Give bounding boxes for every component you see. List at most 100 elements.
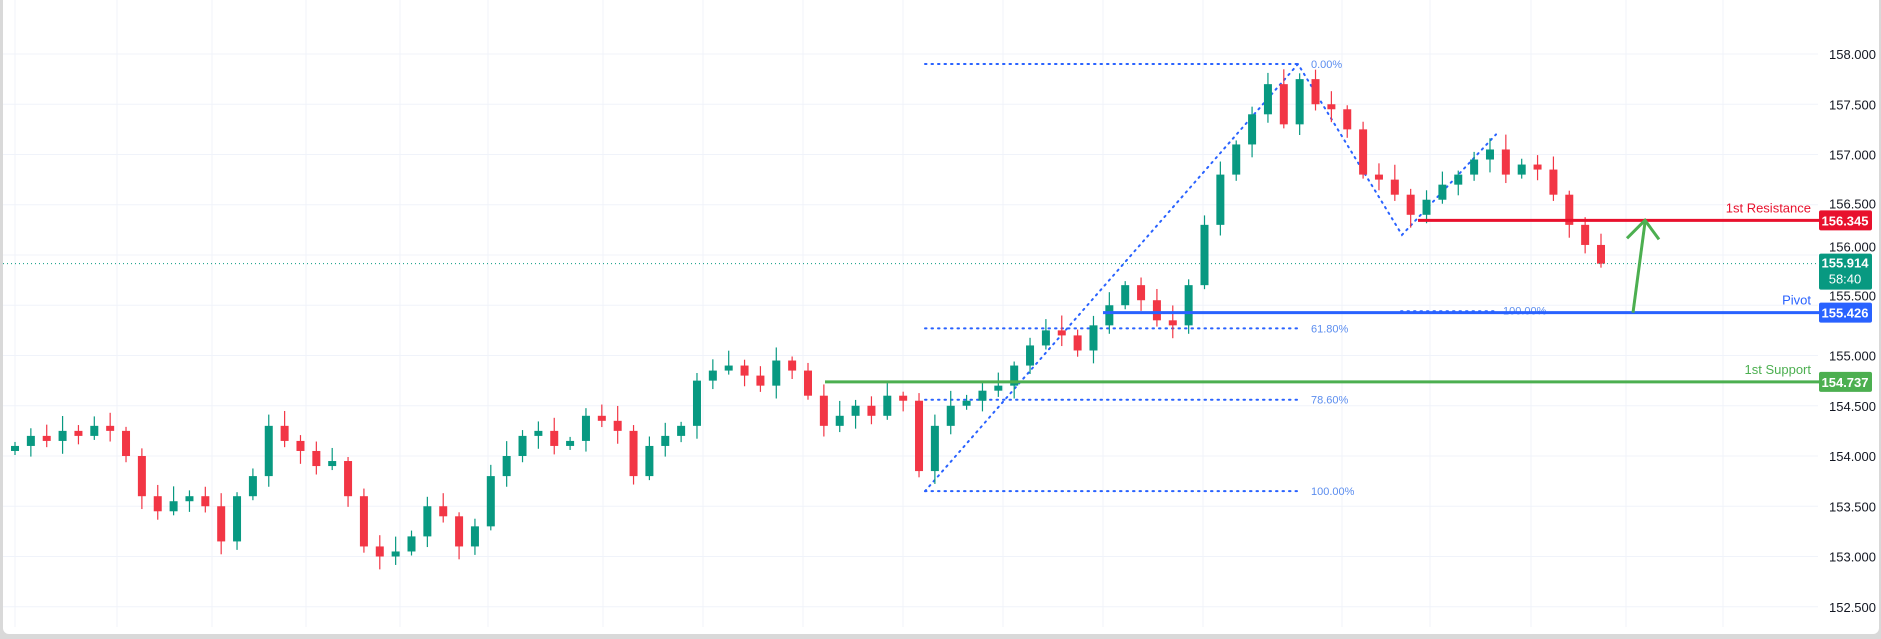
candle-down	[359, 496, 368, 547]
level-price-value: 154.737	[1822, 375, 1869, 390]
candle-down	[1406, 194, 1415, 215]
candle-down	[1390, 179, 1399, 195]
candle-up	[1121, 285, 1130, 306]
candle-up	[851, 405, 860, 416]
candle-up	[566, 440, 575, 446]
y-tick-label: 156.000	[1829, 240, 1876, 255]
fib-level-label: 61.80%	[1311, 323, 1349, 335]
y-tick-label: 152.500	[1829, 600, 1876, 615]
candle-up	[1517, 164, 1526, 175]
candle-down	[137, 456, 146, 497]
level-price-value: 155.426	[1822, 306, 1869, 321]
candle-up	[1248, 114, 1257, 145]
candle-down	[455, 516, 464, 547]
candle-up	[645, 445, 654, 477]
current-price-tag	[1819, 253, 1872, 290]
candle-down	[867, 405, 876, 416]
y-tick-label: 154.500	[1829, 399, 1876, 414]
candle-up	[1089, 325, 1098, 351]
candle-up	[1105, 305, 1114, 326]
candle-up	[1010, 365, 1019, 386]
candle-down	[296, 440, 305, 451]
candle-up	[1470, 159, 1479, 175]
candle-up	[11, 445, 19, 451]
candle-down	[42, 435, 51, 441]
candle-up	[883, 395, 892, 416]
fib-trend-line	[924, 62, 1497, 493]
candle-up	[1438, 184, 1447, 200]
candle-down	[629, 430, 638, 477]
candle-down	[344, 461, 353, 497]
candle-down	[1327, 104, 1336, 110]
candle-down	[106, 425, 115, 431]
candle-down	[788, 360, 797, 371]
candle-up	[724, 365, 733, 371]
candle-down	[375, 546, 384, 557]
candle-up	[1041, 330, 1050, 346]
candle-up	[692, 380, 701, 426]
candle-up	[423, 506, 432, 537]
candle-down	[1057, 330, 1066, 336]
level-price-tag	[1819, 302, 1872, 323]
levels[interactable]: 1st Resistance Pivot 1st Support	[3, 200, 1821, 384]
candle-up	[962, 400, 971, 406]
candle-up	[772, 360, 781, 386]
candle-down	[915, 400, 924, 472]
candle-down	[1343, 109, 1352, 130]
y-tick-label: 157.500	[1829, 97, 1876, 112]
candle-up	[470, 526, 479, 547]
candle-up	[518, 435, 527, 456]
candle-up	[1454, 174, 1463, 185]
candle-up	[708, 370, 717, 381]
candle-down	[1549, 169, 1558, 195]
candle-down	[804, 370, 812, 396]
candle-down	[1279, 84, 1288, 125]
candle-up	[1295, 79, 1304, 125]
candle-down	[217, 506, 226, 542]
candle-down	[201, 496, 210, 507]
candle-down	[1581, 224, 1590, 245]
level-name: Pivot	[1782, 293, 1811, 308]
candle-up	[1485, 149, 1494, 160]
candle-up	[486, 476, 495, 527]
candle-down	[1565, 194, 1574, 225]
fib-retracement[interactable]: 0.00%61.80%78.60%100.00%100.00%	[924, 59, 1547, 498]
candle-down	[122, 430, 131, 456]
candle-up	[677, 425, 686, 436]
candle-down	[1374, 174, 1383, 180]
y-tick-label: 155.500	[1829, 289, 1876, 304]
candle-up	[994, 385, 1003, 391]
candle-up	[1026, 345, 1035, 366]
arrow-shaft	[1631, 222, 1647, 313]
level-price-tag	[1819, 371, 1872, 392]
price-chart[interactable]: 0.00%61.80%78.60%100.00%100.00% 1st Resi…	[3, 0, 1879, 634]
candle-up	[328, 461, 337, 467]
candle-up	[264, 425, 273, 477]
candle-down	[1311, 79, 1320, 105]
current-price-value: 155.914	[1822, 256, 1870, 271]
candle-down	[1137, 285, 1146, 301]
candle-down	[1168, 320, 1177, 326]
candle-down	[899, 395, 908, 401]
countdown-timer: 58:40	[1829, 272, 1862, 287]
candle-down	[1597, 244, 1605, 264]
candle-up	[407, 536, 416, 552]
y-tick-label: 154.000	[1829, 449, 1876, 464]
candle-down	[153, 496, 162, 512]
candle-up	[1200, 224, 1209, 286]
candle-up	[233, 496, 242, 542]
y-tick-label: 158.000	[1829, 47, 1876, 62]
candle-up	[1422, 199, 1431, 215]
candle-down	[550, 430, 559, 446]
candle-down	[1152, 300, 1161, 321]
chart-frame: 0.00%61.80%78.60%100.00%100.00% 1st Resi…	[3, 0, 1879, 634]
arrow-up-icon	[1625, 218, 1661, 241]
level-name: 1st Resistance	[1726, 200, 1811, 215]
price-axis[interactable]: 158.000 157.500 157.000 156.500 156.000 155.5…	[1829, 47, 1876, 615]
candle-up	[534, 430, 543, 436]
y-tick-label: 156.500	[1829, 196, 1876, 211]
candle-down	[740, 365, 749, 376]
candle-down	[597, 415, 606, 421]
candle-up	[946, 405, 955, 426]
